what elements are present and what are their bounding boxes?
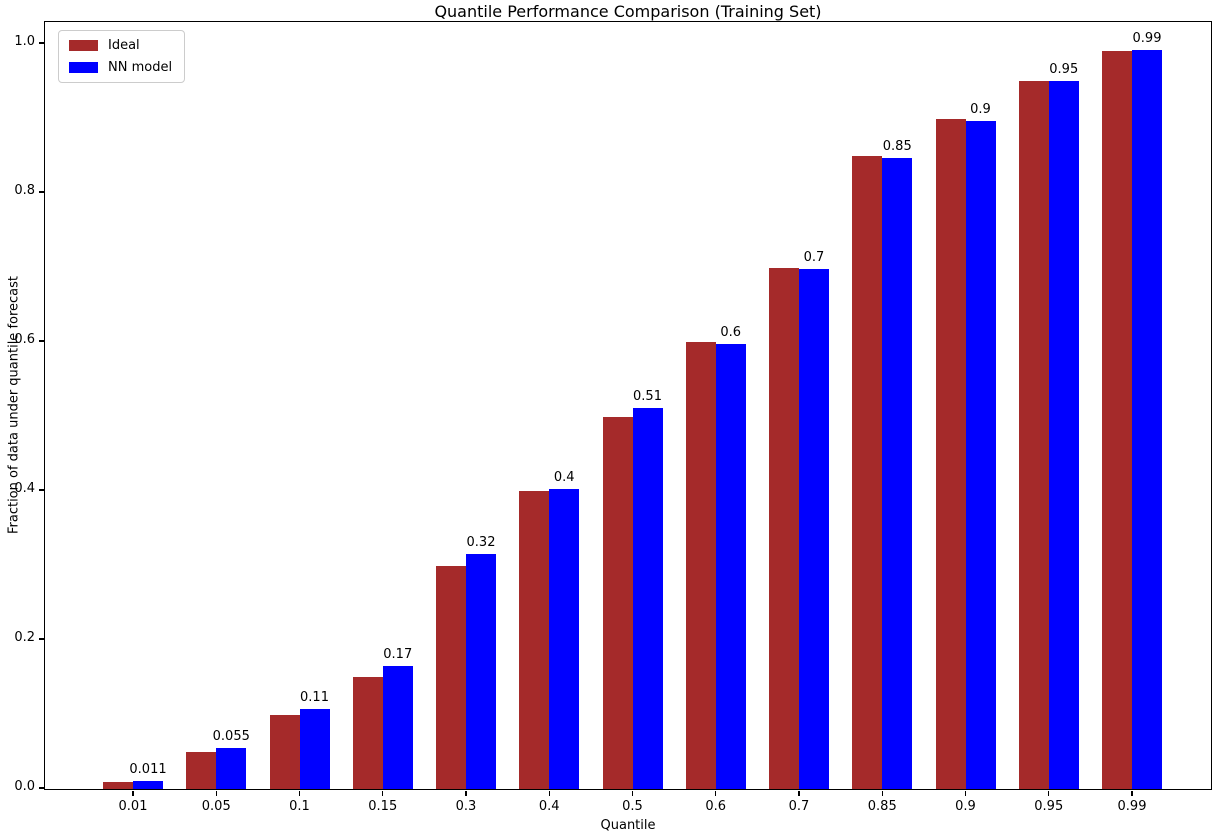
x-tick <box>798 790 800 796</box>
x-tick <box>465 790 467 796</box>
bar-nn-model-0.4 <box>549 488 580 789</box>
y-axis-label: Fraction of data under quantile forecast <box>6 275 22 535</box>
x-tick <box>881 790 883 796</box>
bar-ideal-0.3 <box>436 565 466 789</box>
bar-ideal-0.5 <box>602 416 633 789</box>
x-tick-label: 0.3 <box>455 799 477 814</box>
x-tick-label: 0.7 <box>788 799 810 814</box>
bar-nn-model-0.01 <box>133 780 163 789</box>
x-tick-label: 0.9 <box>955 799 976 814</box>
bar-nn-model-0.95 <box>1048 80 1079 789</box>
bar-value-label: 0.17 <box>383 647 413 663</box>
bar-ideal-0.99 <box>1102 51 1132 789</box>
x-tick-label: 0.05 <box>201 799 231 814</box>
bar-value-label: 0.7 <box>803 250 825 265</box>
x-tick-label: 0.4 <box>538 799 560 814</box>
plot-area: Ideal NN model 0.0 0.2 0.4 0.6 0.8 1.0 0.011 0.… <box>14 21 1212 814</box>
legend-label-nn-model: NN model <box>108 60 173 75</box>
legend-item-nn-model: NN model <box>69 60 172 75</box>
y-tick-label: 0.6 <box>14 332 35 347</box>
bar-ideal-0.05 <box>186 751 217 789</box>
bar-ideal-0.85 <box>852 155 883 789</box>
bar-ideal-0.95 <box>1018 81 1049 789</box>
x-tick <box>382 790 384 796</box>
bar-value-label: 0.9 <box>970 101 991 117</box>
bar-nn-model-0.9 <box>965 120 996 789</box>
bar-nn-model-0.15 <box>382 666 413 789</box>
bar-ideal-0.9 <box>935 118 966 789</box>
x-tick <box>715 790 717 796</box>
y-tick <box>38 638 44 640</box>
bar-ideal-0.6 <box>685 342 716 789</box>
bar-value-label: 0.32 <box>466 535 496 551</box>
bar-nn-model-0.85 <box>882 158 913 789</box>
x-tick-label: 0.1 <box>289 799 310 814</box>
x-tick-label: 0.5 <box>622 799 643 814</box>
bar-value-label: 0.4 <box>553 469 575 485</box>
legend-swatch-nn-model <box>69 62 98 73</box>
x-tick <box>548 790 550 796</box>
y-tick-label: 1.0 <box>14 34 35 49</box>
legend-swatch-ideal <box>69 40 98 51</box>
y-tick <box>38 787 44 789</box>
y-tick-label: 0.0 <box>14 779 35 794</box>
x-tick <box>132 790 134 796</box>
bar-value-label: 0.11 <box>300 690 329 706</box>
y-tick-label: 0.4 <box>14 481 35 496</box>
bar-value-label: 0.95 <box>1049 61 1079 77</box>
y-tick <box>38 42 44 44</box>
x-tick-label: 0.99 <box>1117 799 1147 814</box>
bar-nn-model-0.99 <box>1132 49 1162 789</box>
bar-ideal-0.7 <box>769 267 799 789</box>
y-tick <box>38 191 44 193</box>
chart-title: Quantile Performance Comparison (Trainin… <box>434 2 822 21</box>
x-tick <box>215 790 217 796</box>
bar-ideal-0.4 <box>519 491 550 789</box>
bar-value-label: 0.6 <box>720 325 742 341</box>
x-tick <box>1131 790 1133 796</box>
y-tick-label: 0.2 <box>14 630 35 645</box>
bar-value-label: 0.055 <box>212 729 250 745</box>
bar-ideal-0.15 <box>352 677 383 789</box>
bar-value-label: 0.99 <box>1132 30 1162 46</box>
x-tick-label: 0.6 <box>705 799 727 814</box>
bar-value-label: 0.51 <box>633 388 662 404</box>
bar-value-label: 0.85 <box>882 139 912 154</box>
x-tick <box>1048 790 1050 796</box>
bar-nn-model-0.3 <box>466 554 496 789</box>
legend-item-ideal: Ideal <box>69 38 172 53</box>
y-tick <box>38 489 44 491</box>
x-tick <box>964 790 967 796</box>
x-tick-label: 0.85 <box>867 799 897 814</box>
legend: Ideal NN model <box>58 30 186 83</box>
bar-nn-model-0.5 <box>632 407 663 789</box>
bar-nn-model-0.6 <box>715 344 746 789</box>
bar-nn-model-0.05 <box>216 748 247 789</box>
bar-nn-model-0.7 <box>799 269 829 789</box>
y-tick-label: 0.8 <box>14 183 35 198</box>
x-tick <box>631 790 634 796</box>
y-tick <box>38 340 44 342</box>
bar-ideal-0.01 <box>103 781 133 789</box>
x-tick-label: 0.95 <box>1034 799 1064 814</box>
bar-ideal-0.1 <box>269 714 300 789</box>
bar-nn-model-0.1 <box>299 709 330 789</box>
x-axis-label: Quantile <box>600 818 656 833</box>
x-tick-label: 0.15 <box>368 799 398 814</box>
bar-value-label: 0.011 <box>129 761 167 777</box>
legend-label-ideal: Ideal <box>108 38 140 53</box>
x-tick <box>298 790 301 796</box>
x-tick-label: 0.01 <box>118 799 148 814</box>
